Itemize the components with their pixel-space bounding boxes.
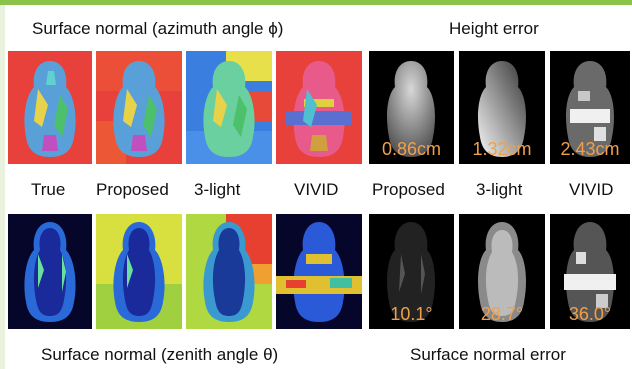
normal-error-vivid-image: 36.0° [550, 214, 630, 329]
azimuth-vivid-image [276, 51, 362, 164]
normal-error-proposed-image: 10.1° [369, 214, 454, 329]
zenith-proposed-image [96, 214, 182, 329]
azimuth-proposed-image [96, 51, 182, 164]
top-accent-bar [0, 0, 632, 5]
azimuth-true-image [8, 51, 92, 164]
zenith-true-image [8, 214, 92, 329]
height-error-3light-value: 1.32cm [472, 139, 532, 159]
azimuth-title: Surface normal (azimuth angle ϕ) [32, 19, 284, 38]
height-error-proposed-image: 0.86cm [369, 51, 454, 164]
label-proposed-error: Proposed [372, 180, 445, 199]
label-proposed-normal: Proposed [96, 180, 169, 199]
zenith-vivid-image [276, 214, 362, 329]
label-3light-error: 3-light [476, 180, 523, 199]
azimuth-3light-image [186, 51, 272, 164]
height-error-3light-image: 1.32cm [459, 51, 545, 164]
normal-error-3light-image: 28.7° [459, 214, 545, 329]
normal-error-proposed-value: 10.1° [390, 304, 433, 324]
left-accent-bar [0, 5, 5, 369]
normal-error-vivid-value: 36.0° [568, 304, 612, 324]
label-true: True [31, 180, 66, 199]
label-3light-normal: 3-light [194, 180, 241, 199]
height-error-proposed-value: 0.86cm [381, 139, 442, 159]
height-error-vivid-value: 2.43cm [560, 139, 620, 159]
height-error-title: Height error [449, 19, 539, 38]
label-vivid-error: VIVID [569, 180, 614, 199]
normal-error-3light-value: 28.7° [480, 304, 524, 324]
height-error-vivid-image: 2.43cm [550, 51, 630, 164]
zenith-3light-image [186, 214, 272, 329]
zenith-title: Surface normal (zenith angle θ) [41, 345, 279, 364]
label-vivid-normal: VIVID [294, 180, 339, 199]
normal-error-title: Surface normal error [410, 345, 566, 364]
